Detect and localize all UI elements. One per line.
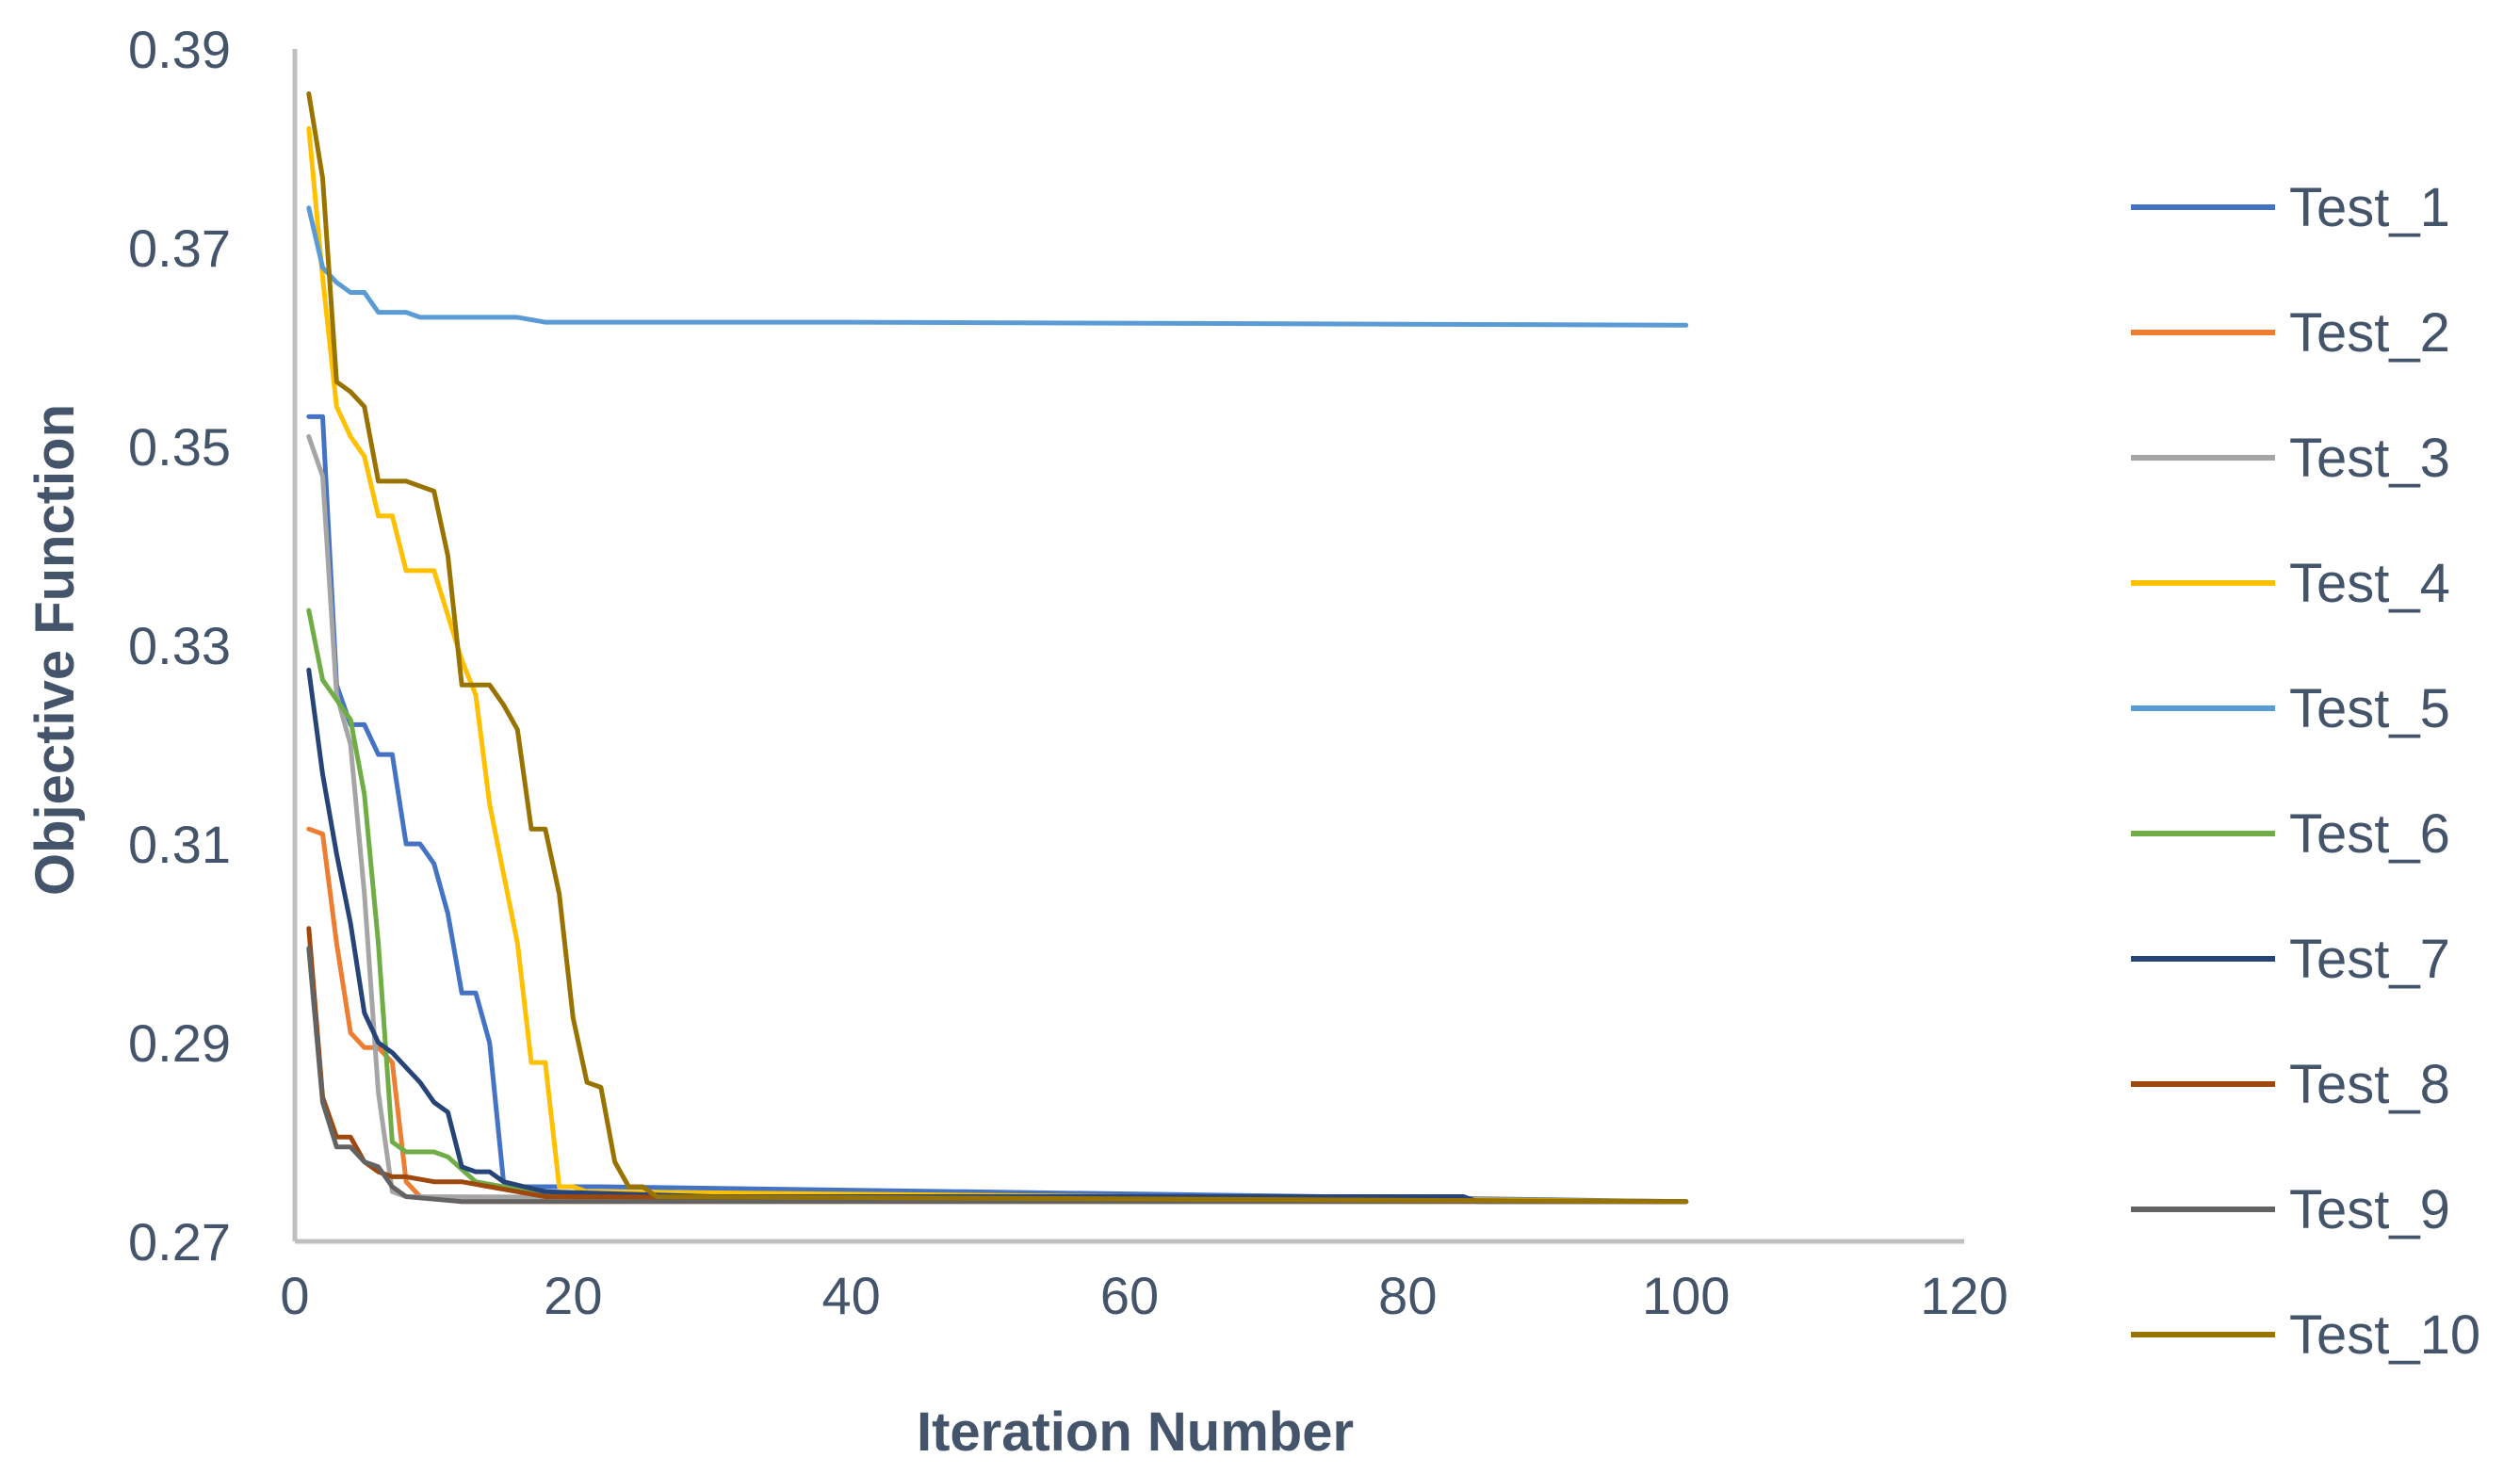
series-line-test-1 <box>306 413 1689 1205</box>
legend-item: Test_5 <box>2131 678 2450 739</box>
legend-label: Test_9 <box>2289 1179 2450 1240</box>
x-tick-label: 20 <box>544 1266 602 1325</box>
x-tick-label: 40 <box>822 1266 881 1325</box>
series-line-test-10 <box>306 91 1689 1205</box>
legend-label: Test_6 <box>2289 803 2450 865</box>
x-tick-label: 100 <box>1642 1266 1730 1325</box>
legend: Test_1 Test_2 Test_3 Test_4 Test_5 Test_6 Test… <box>2131 177 2480 1366</box>
y-tick-label: 0.27 <box>128 1212 231 1272</box>
x-tick-label: 120 <box>1920 1266 2008 1325</box>
legend-label: Test_7 <box>2289 929 2450 990</box>
legend-label: Test_10 <box>2289 1304 2480 1366</box>
y-tick-label: 0.39 <box>128 20 231 79</box>
legend-item: Test_10 <box>2131 1304 2480 1366</box>
series-line-test-8 <box>306 926 1689 1205</box>
legend-label: Test_2 <box>2289 302 2450 364</box>
legend-label: Test_3 <box>2289 428 2450 489</box>
legend-item: Test_4 <box>2131 553 2450 614</box>
x-axis-title: Iteration Number <box>917 1401 1354 1463</box>
series-line-test-4 <box>306 125 1689 1205</box>
x-tick-label: 0 <box>280 1266 309 1325</box>
legend-item: Test_9 <box>2131 1179 2450 1240</box>
y-axis-title: Objective Function <box>24 404 86 896</box>
data-lines <box>306 91 1689 1205</box>
legend-item: Test_7 <box>2131 929 2450 990</box>
series-line-test-6 <box>306 607 1689 1205</box>
legend-label: Test_1 <box>2289 177 2450 238</box>
y-tick-label: 0.29 <box>128 1013 231 1073</box>
series-line-test-3 <box>306 434 1689 1205</box>
legend-label: Test_5 <box>2289 678 2450 739</box>
x-tick-labels: 0 20 40 60 80 100 120 <box>280 1266 2008 1325</box>
x-tick-label: 80 <box>1378 1266 1437 1325</box>
legend-item: Test_2 <box>2131 302 2450 364</box>
y-tick-label: 0.33 <box>128 616 231 675</box>
x-tick-label: 60 <box>1100 1266 1159 1325</box>
legend-item: Test_3 <box>2131 428 2450 489</box>
y-tick-label: 0.35 <box>128 417 231 477</box>
series-line-test-5 <box>306 205 1689 328</box>
y-tick-label: 0.37 <box>128 219 231 278</box>
y-tick-label: 0.31 <box>128 815 231 874</box>
legend-item: Test_6 <box>2131 803 2450 865</box>
series-line-test-2 <box>306 826 1689 1205</box>
y-tick-labels: 0.27 0.29 0.31 0.33 0.35 0.37 0.39 <box>128 20 231 1272</box>
legend-label: Test_8 <box>2289 1054 2450 1115</box>
legend-item: Test_8 <box>2131 1054 2450 1115</box>
legend-label: Test_4 <box>2289 553 2450 614</box>
legend-item: Test_1 <box>2131 177 2450 238</box>
series-line-test-9 <box>306 946 1689 1205</box>
plot-area <box>292 49 1964 1244</box>
